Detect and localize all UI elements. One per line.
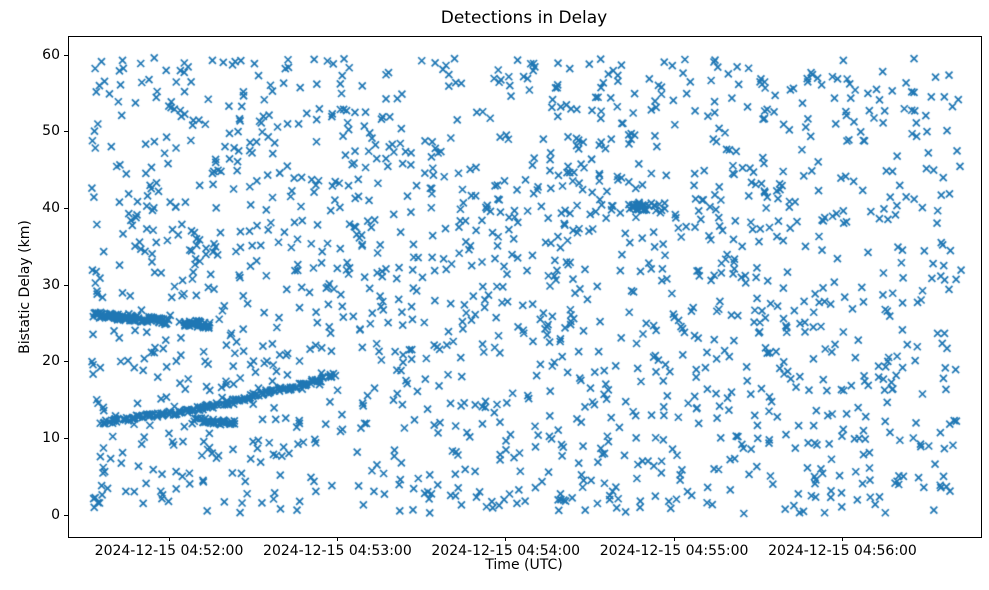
x-tick-mark [505,537,507,541]
x-tick-mark [168,537,170,541]
scatter-canvas [69,37,981,537]
y-axis-label: Bistatic Delay (km) [17,220,33,354]
x-tick-mark [841,537,843,541]
x-tick-label: 2024-12-15 04:52:00 [94,543,244,559]
x-tick-label: 2024-12-15 04:54:00 [431,543,581,559]
y-tick-label: 0 [51,506,60,523]
y-tick-mark [64,54,68,56]
y-tick-mark [64,208,68,210]
y-tick-label: 20 [42,353,60,370]
y-tick-label: 60 [42,46,60,63]
x-tick-label: 2024-12-15 04:53:00 [263,543,412,559]
y-tick-label: 10 [42,430,60,447]
x-tick-label: 2024-12-15 04:55:00 [599,543,749,559]
x-tick-mark [336,537,338,541]
chart-title: Detections in Delay [440,8,608,28]
x-tick-mark [673,537,675,541]
y-tick-label: 30 [42,276,60,293]
y-tick-mark [64,284,68,286]
x-tick-label: 2024-12-15 04:56:00 [768,543,917,559]
y-tick-mark [64,131,68,133]
x-axis-label: Time (UTC) [485,557,563,573]
y-tick-label: 40 [42,200,60,217]
y-tick-mark [64,438,68,440]
y-tick-mark [64,514,68,516]
plot-area [68,36,982,538]
y-tick-label: 50 [42,123,60,140]
y-tick-mark [64,361,68,363]
